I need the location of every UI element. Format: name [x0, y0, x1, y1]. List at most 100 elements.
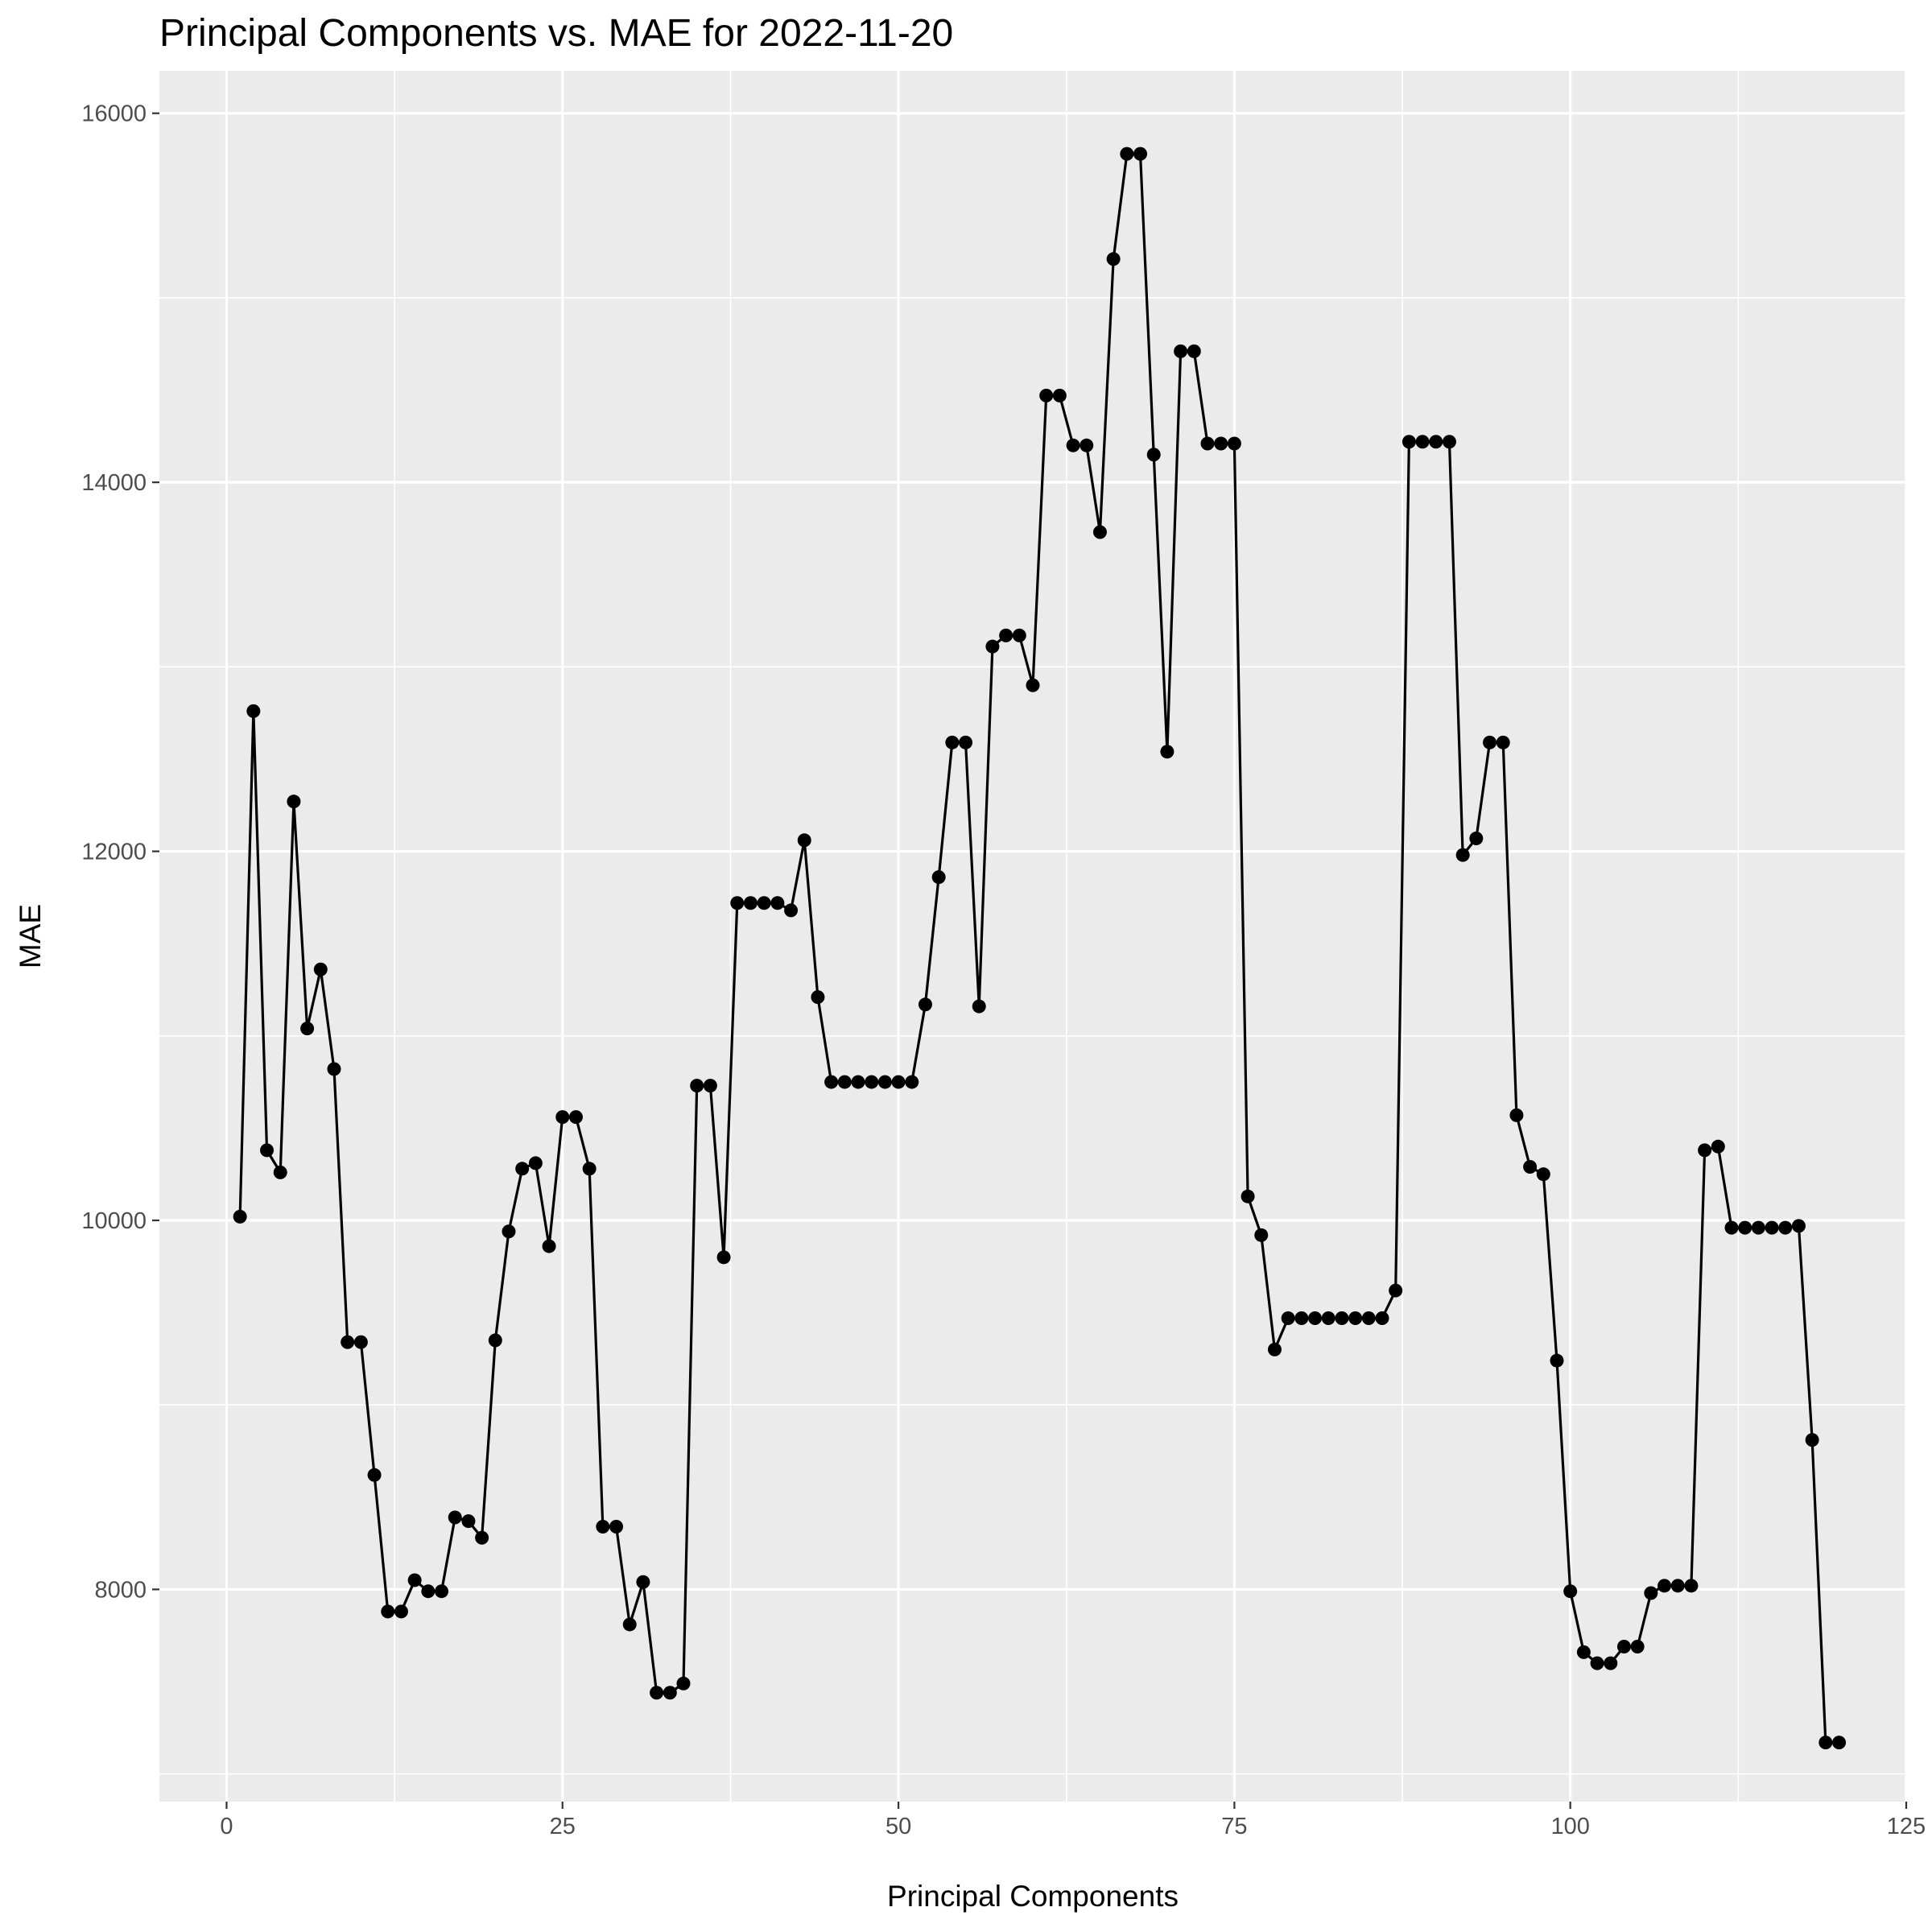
axes-layer: 0 25 50 75 100 125 8000 10000 12000 14000 16000 [81, 101, 1926, 1839]
data-point [1604, 1656, 1618, 1670]
minor-gridlines [159, 71, 1906, 1802]
data-point [905, 1075, 919, 1089]
data-point [609, 1519, 624, 1534]
data-point [676, 1676, 691, 1690]
major-gridlines [159, 71, 1908, 1802]
data-point [1644, 1586, 1658, 1600]
data-point [1576, 1645, 1591, 1659]
data-point [743, 896, 758, 910]
data-point [475, 1530, 489, 1545]
data-point [1335, 1311, 1349, 1325]
data-point [448, 1510, 462, 1525]
data-point [1509, 1108, 1524, 1122]
data-point [1402, 435, 1416, 449]
data-point [1832, 1736, 1847, 1750]
data-point [313, 962, 328, 976]
data-point [1657, 1579, 1672, 1593]
x-tick-label: 0 [220, 1814, 233, 1839]
data-point [1187, 344, 1201, 358]
data-point [959, 735, 973, 749]
data-point [985, 639, 1000, 654]
data-point [1389, 1283, 1403, 1298]
data-point [1308, 1311, 1323, 1325]
data-point [461, 1514, 476, 1529]
y-axis-title: MAE [14, 904, 47, 968]
data-point [542, 1239, 556, 1253]
data-point [1818, 1736, 1833, 1750]
data-point [1684, 1579, 1699, 1593]
data-point [1670, 1579, 1685, 1593]
data-point [1106, 252, 1121, 266]
data-point [1348, 1311, 1363, 1325]
data-point [407, 1573, 422, 1587]
data-point [1711, 1139, 1725, 1154]
data-point [1227, 436, 1241, 451]
data-point [1469, 832, 1484, 846]
data-point [528, 1156, 543, 1170]
data-point [1536, 1167, 1550, 1182]
data-point [690, 1079, 704, 1093]
data-point [1120, 147, 1134, 161]
data-point [367, 1468, 382, 1482]
data-point [931, 870, 946, 885]
data-point [1026, 678, 1040, 692]
data-point [1483, 735, 1497, 749]
data-point [877, 1075, 892, 1089]
data-point [1442, 435, 1456, 449]
x-tick-label: 25 [550, 1814, 576, 1839]
data-point [1012, 628, 1026, 642]
plot-panel [159, 71, 1906, 1802]
data-point [1765, 1220, 1779, 1235]
data-point [1267, 1342, 1282, 1356]
y-tick-label: 10000 [81, 1208, 147, 1234]
data-point [1496, 735, 1510, 749]
data-point [1738, 1220, 1752, 1235]
data-point [1429, 435, 1443, 449]
data-point [327, 1062, 341, 1076]
data-point [233, 1209, 247, 1224]
data-point [1616, 1639, 1631, 1653]
data-point [1254, 1228, 1269, 1242]
data-point [797, 833, 811, 848]
data-point [435, 1584, 449, 1599]
series-line [238, 152, 1839, 1744]
data-point [770, 896, 785, 910]
data-point [488, 1333, 502, 1348]
data-point [582, 1162, 597, 1176]
y-tick-label: 14000 [81, 470, 147, 496]
data-point [1455, 848, 1470, 862]
data-point [1066, 438, 1080, 452]
data-point [273, 1165, 287, 1179]
y-tick-label: 12000 [81, 840, 147, 865]
data-point [622, 1617, 637, 1632]
data-point [287, 795, 301, 809]
data-point [1778, 1220, 1793, 1235]
data-point [246, 704, 261, 718]
data-point [811, 990, 825, 1005]
data-point [1361, 1311, 1376, 1325]
data-point [1751, 1220, 1765, 1235]
data-point [703, 1079, 717, 1093]
data-point [515, 1162, 530, 1176]
data-point [1241, 1189, 1255, 1203]
y-tick-label: 8000 [94, 1577, 147, 1603]
data-point [837, 1075, 852, 1089]
data-point [650, 1686, 664, 1700]
data-point [502, 1224, 516, 1239]
data-point [945, 735, 960, 749]
data-point [972, 999, 986, 1013]
data-point [394, 1604, 408, 1619]
data-point [300, 1022, 315, 1036]
data-point [1052, 388, 1067, 402]
data-point [1133, 147, 1148, 161]
data-point [1550, 1353, 1564, 1368]
data-point [353, 1335, 368, 1349]
data-point [1590, 1656, 1604, 1670]
data-point [1523, 1160, 1538, 1174]
data-point [999, 628, 1013, 642]
data-point [1563, 1584, 1578, 1599]
x-tick-label: 125 [1887, 1814, 1926, 1839]
data-point [568, 1110, 583, 1125]
x-axis-title: Principal Components [887, 1880, 1179, 1913]
